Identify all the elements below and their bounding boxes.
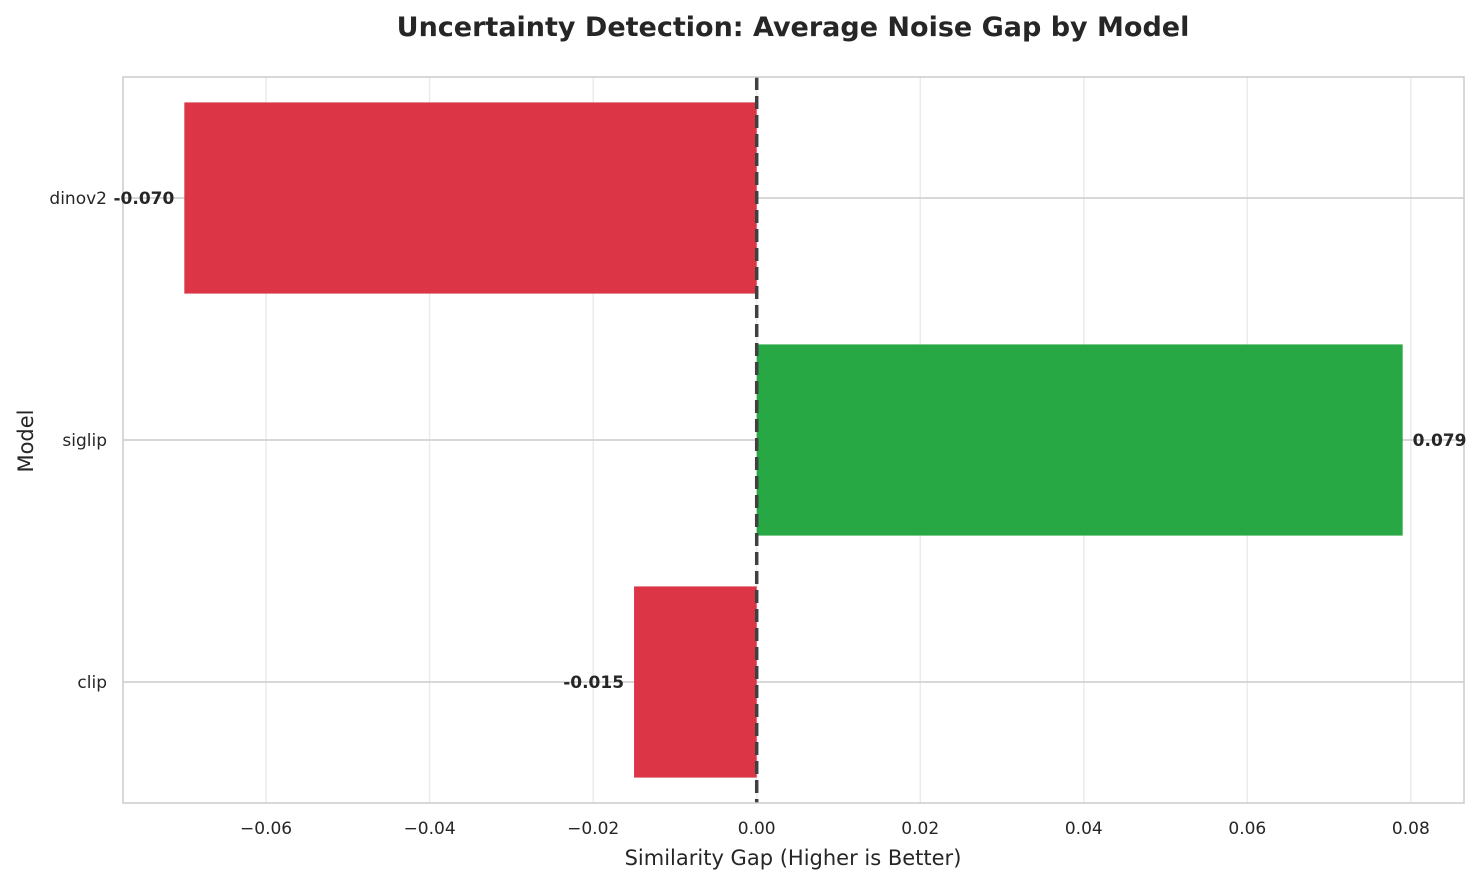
data-label-clip: -0.015 [563, 673, 624, 693]
x-axis-label: Similarity Gap (Higher is Better) [625, 846, 962, 870]
y-axis-label: Model [14, 409, 38, 472]
y-tick-label-clip: clip [77, 673, 107, 693]
x-tick-label: 0.06 [1228, 819, 1266, 839]
x-ticks: −0.06 −0.04 −0.02 0.00 0.02 0.04 0.06 0.08 [240, 819, 1430, 839]
bars [184, 102, 1403, 778]
bar-siglip [756, 344, 1403, 536]
bar-dinov2 [184, 102, 757, 294]
bar-clip [634, 586, 757, 778]
x-tick-label: −0.06 [240, 819, 292, 839]
data-label-siglip: 0.079 [1413, 431, 1467, 451]
y-tick-label-dinov2: dinov2 [49, 189, 107, 209]
x-tick-label: 0.08 [1392, 819, 1430, 839]
data-label-dinov2: -0.070 [113, 189, 174, 209]
x-tick-label: −0.02 [567, 819, 619, 839]
y-ticks: dinov2 siglip clip [49, 189, 107, 693]
x-tick-label: 0.02 [901, 819, 939, 839]
plot-frame [122, 76, 1465, 804]
x-tick-label: 0.00 [738, 819, 776, 839]
data-labels: -0.070 0.079 -0.015 [113, 189, 1466, 693]
chart-title: Uncertainty Detection: Average Noise Gap… [397, 12, 1190, 43]
x-tick-label: 0.04 [1065, 819, 1103, 839]
y-tick-label-siglip: siglip [62, 431, 107, 451]
x-tick-label: −0.04 [404, 819, 456, 839]
